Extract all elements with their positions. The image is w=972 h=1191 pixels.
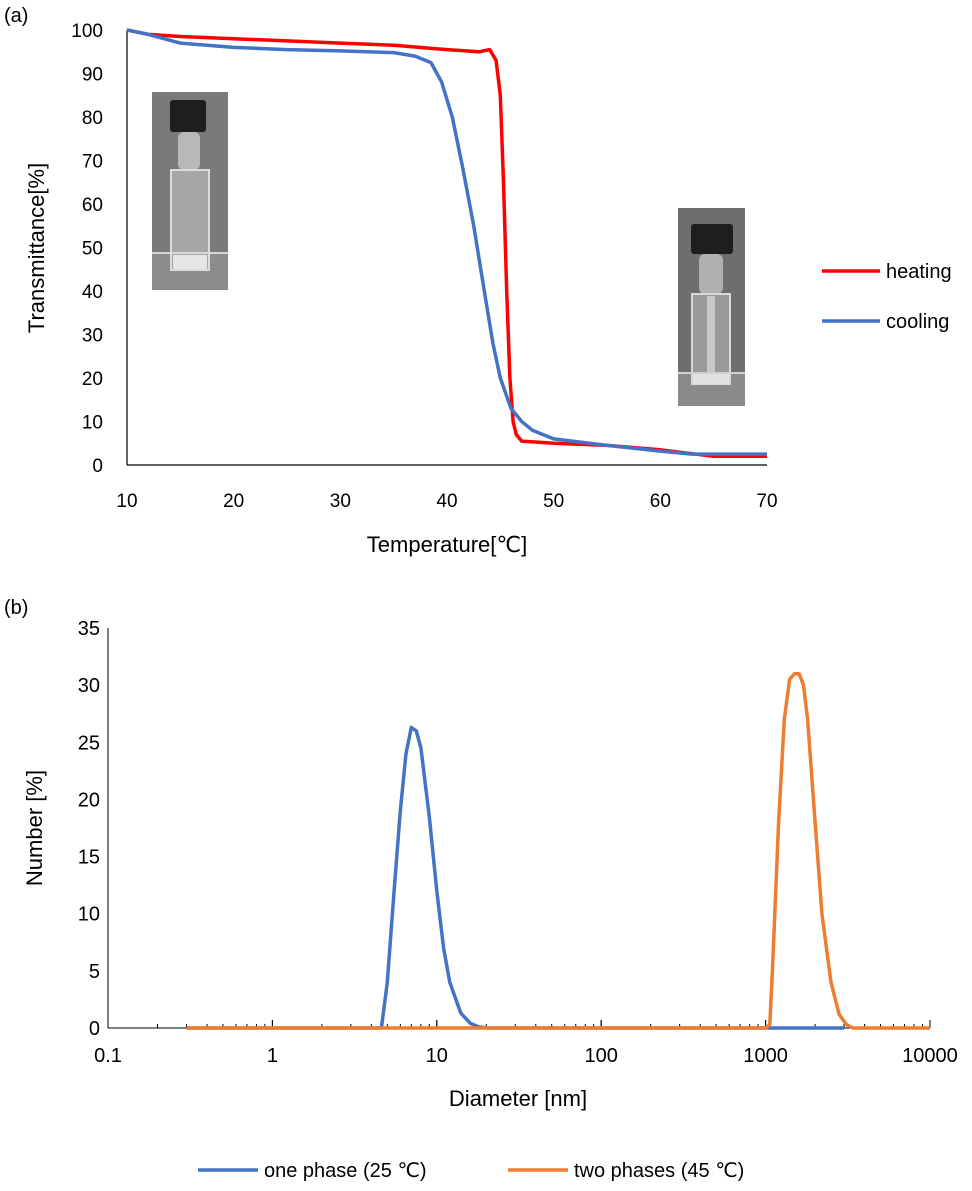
panel-b-y-tick-label: 10 [78, 904, 100, 926]
panel-b-series-two-phases-line [186, 671, 930, 1030]
panel-b-y-tick-label: 20 [78, 789, 100, 811]
panel-b-x-tick-label: 1 [267, 1045, 278, 1067]
panel-a-x-axis-label: Temperature[℃] [367, 532, 527, 557]
panel-a-x-tick-label: 40 [436, 491, 457, 512]
panel-b-size-distribution-chart: (b) 0 5 10 15 20 25 30 35 0.1 1 10 100 1000 10000 Di… [4, 597, 958, 1182]
panel-a-y-tick-label: 90 [82, 65, 103, 86]
inset-photo-left [152, 92, 228, 290]
panel-a-y-tick-label: 70 [82, 152, 103, 173]
panel-b-x-tick-label: 1000 [743, 1045, 788, 1067]
panel-a-series-cooling-line [126, 28, 767, 456]
panel-a-y-tick-label: 40 [82, 282, 103, 303]
panel-b-y-tick-label: 0 [89, 1018, 100, 1040]
panel-b-y-axis-label: Number [%] [22, 770, 47, 886]
panel-a-x-tick-label: 20 [223, 491, 244, 512]
panel-a-transmittance-chart: (a) 0 10 20 30 40 50 60 70 80 90 100 10 20 30 40 50 60 7… [4, 5, 952, 557]
panel-b-y-tick-label: 35 [78, 618, 100, 640]
panel-a-y-tick-label: 10 [82, 413, 103, 434]
panel-a-x-tick-label: 60 [650, 491, 671, 512]
panel-b-x-tick-label: 10000 [902, 1045, 958, 1067]
panel-a-series-heating-line [126, 28, 767, 459]
panel-b-legend: one phase (25 ℃) two phases (45 ℃) [198, 1160, 744, 1182]
panel-b-label: (b) [4, 597, 28, 619]
panel-a-x-tick-label: 50 [543, 491, 564, 512]
legend-one-phase-label: one phase (25 ℃) [264, 1160, 427, 1182]
panel-b-x-axis-label: Diameter [nm] [449, 1086, 587, 1111]
panel-b-y-tick-label: 30 [78, 675, 100, 697]
panel-a-y-tick-label: 0 [92, 456, 103, 477]
panel-a-label: (a) [4, 5, 28, 27]
panel-a-x-tick-label: 10 [116, 491, 137, 512]
panel-a-y-tick-label: 30 [82, 326, 103, 347]
panel-b-y-tick-label: 5 [89, 961, 100, 983]
legend-cooling-label: cooling [886, 311, 949, 333]
inset-photo-right [678, 208, 745, 406]
panel-a-legend: heating cooling [822, 261, 952, 333]
panel-a-x-tick-label: 70 [756, 491, 777, 512]
panel-a-y-axis-label: Transmittance[%] [24, 163, 49, 333]
panel-b-y-tick-label: 15 [78, 847, 100, 869]
panel-a-y-tick-label: 50 [82, 239, 103, 260]
panel-a-y-tick-label: 20 [82, 369, 103, 390]
panel-a-y-tick-label: 60 [82, 195, 103, 216]
panel-b-series-one-phase-line [186, 725, 844, 1030]
panel-b-y-tick-label: 25 [78, 732, 100, 754]
panel-a-y-tick-label: 100 [71, 21, 103, 42]
legend-heating-label: heating [886, 261, 952, 283]
panel-b-x-tick-label: 10 [426, 1045, 448, 1067]
legend-two-phases-label: two phases (45 ℃) [574, 1160, 744, 1182]
panel-b-x-tick-label: 100 [585, 1045, 618, 1067]
panel-a-x-tick-label: 30 [330, 491, 351, 512]
panel-a-y-tick-label: 80 [82, 108, 103, 129]
panel-b-x-tick-label: 0.1 [94, 1045, 122, 1067]
